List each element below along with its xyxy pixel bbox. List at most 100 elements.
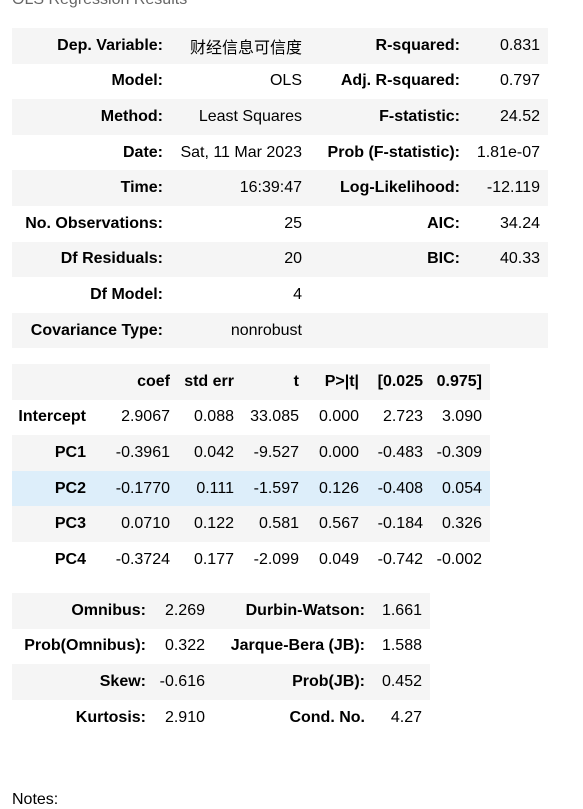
- summary-label: Log-Likelihood:: [340, 179, 460, 197]
- table-row: PC3 0.0710 0.122 0.581 0.567 -0.184 0.32…: [12, 506, 490, 542]
- cell-coef: -0.3724: [115, 550, 170, 568]
- diagnostics-table: Omnibus: 2.269 Durbin-Watson: 1.661 Prob…: [12, 593, 430, 735]
- summary-label: Dep. Variable:: [57, 36, 163, 54]
- summary-label: No. Observations:: [25, 214, 163, 232]
- column-header: 0.975]: [436, 372, 482, 390]
- row-label: PC2: [54, 479, 86, 497]
- cell-ci-high: 0.326: [441, 515, 482, 533]
- diag-value: 0.452: [381, 672, 422, 690]
- cell-t: -1.597: [253, 479, 299, 497]
- table-row: Intercept 2.9067 0.088 33.085 0.000 2.72…: [12, 400, 490, 436]
- diag-label: Jarque-Bera (JB):: [230, 637, 365, 655]
- summary-value: 0.831: [499, 36, 540, 54]
- table-row: Df Residuals: 20 BIC: 40.33: [12, 241, 548, 278]
- cell-std-err: 0.088: [193, 408, 234, 426]
- row-label: PC1: [54, 443, 86, 461]
- cell-ci-high: 3.090: [441, 408, 482, 426]
- summary-value: 25: [284, 214, 302, 232]
- cell-ci-low: -0.483: [377, 443, 423, 461]
- summary-value: 40.33: [499, 250, 540, 268]
- table-header-row: coef std err t P>|t| [0.025 0.975]: [12, 364, 490, 400]
- cell-t: 33.085: [250, 408, 299, 426]
- summary-value: 1.81e-07: [476, 143, 540, 161]
- summary-label: BIC:: [427, 250, 460, 268]
- table-row: Prob(Omnibus): 0.322 Jarque-Bera (JB): 1…: [12, 629, 430, 665]
- summary-label: F-statistic:: [379, 107, 460, 125]
- summary-label: Adj. R-squared:: [340, 72, 460, 90]
- cell-ci-low: 2.723: [382, 408, 423, 426]
- summary-label: Model:: [111, 72, 163, 90]
- cell-p: 0.000: [318, 408, 359, 426]
- summary-value: 0.797: [499, 72, 540, 90]
- summary-label: [310, 313, 464, 349]
- summary-value: 16:39:47: [239, 179, 302, 197]
- diag-label: Kurtosis:: [75, 708, 146, 726]
- column-header: coef: [137, 372, 170, 390]
- table-row: PC4 -0.3724 0.177 -2.099 0.049 -0.742 -0…: [12, 542, 490, 578]
- diag-value: 4.27: [390, 708, 422, 726]
- summary-label: Time:: [120, 179, 163, 197]
- cell-std-err: 0.122: [193, 515, 234, 533]
- table-row: Model: OLS Adj. R-squared: 0.797: [12, 64, 548, 100]
- cell-coef: 0.0710: [121, 515, 170, 533]
- cell-ci-high: 0.054: [441, 479, 482, 497]
- diag-label: Cond. No.: [289, 708, 365, 726]
- table-row: No. Observations: 25 AIC: 34.24: [12, 206, 548, 242]
- summary-label: Date:: [122, 143, 163, 161]
- diag-value: 0.322: [164, 637, 205, 655]
- diag-value: 1.588: [381, 637, 422, 655]
- summary-value: 20: [284, 250, 302, 268]
- column-header: std err: [184, 372, 234, 390]
- summary-value: 34.24: [499, 214, 540, 232]
- summary-value: [464, 313, 548, 349]
- column-header: [0.025: [377, 372, 423, 390]
- summary-label: R-squared:: [375, 36, 460, 54]
- cell-ci-low: -0.742: [377, 550, 423, 568]
- table-row: PC1 -0.3961 0.042 -9.527 0.000 -0.483 -0…: [12, 435, 490, 471]
- cell-t: -2.099: [253, 550, 299, 568]
- summary-label: Method:: [100, 107, 163, 125]
- table-row-hovered: PC2 -0.1770 0.111 -1.597 0.126 -0.408 0.…: [12, 470, 490, 507]
- table-row: Time: 16:39:47 Log-Likelihood: -12.119: [12, 170, 548, 206]
- summary-label: Prob (F-statistic):: [327, 143, 460, 161]
- column-header: [12, 364, 94, 400]
- model-summary-table: Dep. Variable: 财经信息可信度 R-squared: 0.831 …: [12, 28, 548, 349]
- cell-std-err: 0.042: [193, 443, 234, 461]
- cell-ci-high: -0.002: [436, 550, 482, 568]
- cell-t: 0.581: [258, 515, 299, 533]
- table-row: Method: Least Squares F-statistic: 24.52: [12, 99, 548, 135]
- diag-label: Durbin-Watson:: [245, 601, 365, 619]
- summary-value: Least Squares: [198, 107, 302, 125]
- summary-value: [464, 277, 548, 313]
- diag-label: Prob(Omnibus):: [24, 637, 146, 655]
- column-header: t: [293, 372, 299, 390]
- table-row: Df Model: 4: [12, 277, 548, 313]
- diag-value: 1.661: [381, 601, 422, 619]
- diag-value: 2.910: [164, 708, 205, 726]
- table-row: Covariance Type: nonrobust: [12, 312, 548, 349]
- cell-std-err: 0.111: [196, 479, 234, 497]
- diag-value: 2.269: [164, 601, 205, 619]
- cell-ci-high: -0.309: [436, 443, 482, 461]
- diag-value: -0.616: [159, 672, 205, 690]
- summary-label: AIC:: [427, 214, 460, 232]
- diag-label: Omnibus:: [71, 601, 146, 619]
- summary-label: Df Model:: [90, 285, 163, 303]
- table-row: Date: Sat, 11 Mar 2023 Prob (F-statistic…: [12, 135, 548, 171]
- summary-value: nonrobust: [230, 321, 302, 339]
- row-label: PC4: [54, 550, 86, 568]
- cell-p: 0.126: [318, 479, 359, 497]
- diag-label: Prob(JB):: [292, 672, 365, 690]
- cell-coef: -0.1770: [115, 479, 170, 497]
- column-header: P>|t|: [324, 372, 359, 390]
- summary-label: [310, 277, 464, 313]
- cell-std-err: 0.177: [193, 550, 234, 568]
- cell-p: 0.000: [318, 443, 359, 461]
- summary-value: Sat, 11 Mar 2023: [180, 143, 302, 161]
- cell-p: 0.049: [318, 550, 359, 568]
- table-row: Dep. Variable: 财经信息可信度 R-squared: 0.831: [12, 28, 548, 64]
- cell-coef: -0.3961: [115, 443, 170, 461]
- coefficients-table: coef std err t P>|t| [0.025 0.975] Inter…: [12, 364, 490, 578]
- cell-ci-low: -0.408: [377, 479, 423, 497]
- cell-coef: 2.9067: [121, 408, 170, 426]
